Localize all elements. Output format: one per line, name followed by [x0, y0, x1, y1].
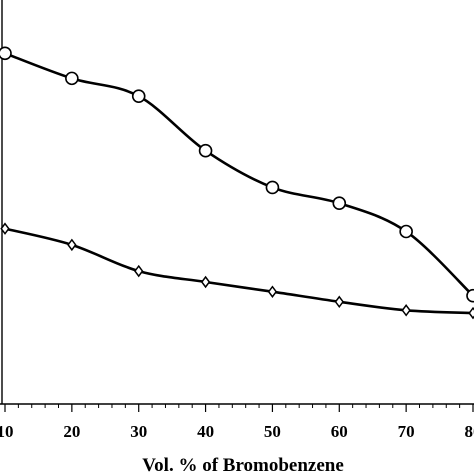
- series-2-line: [4, 227, 474, 315]
- x-tick-labels: 10 20 30 40 50 60 70 80: [0, 422, 474, 441]
- series-2-point: [200, 275, 211, 289]
- x-axis-title: Vol. % of Bromobenzene: [142, 455, 344, 474]
- series-2-point: [67, 238, 77, 252]
- series-2-point: [134, 264, 144, 278]
- series-1-point: [265, 180, 280, 195]
- series-2-point: [267, 285, 278, 298]
- series-1-point: [65, 71, 79, 86]
- series-1-line: [4, 52, 474, 297]
- series-2-point: [0, 222, 10, 235]
- series-2-point: [401, 304, 411, 317]
- x-tick-label: 30: [130, 422, 147, 441]
- x-tick-label: 10: [0, 422, 14, 441]
- x-tick-label: 60: [331, 422, 348, 441]
- series-1-point: [198, 143, 213, 158]
- series-1-point: [399, 224, 413, 239]
- x-tick-label: 20: [63, 422, 80, 441]
- x-tick-label: 50: [264, 422, 281, 441]
- x-tick-label: 40: [197, 422, 214, 441]
- series-1-point: [0, 46, 12, 61]
- chart-axes: [0, 0, 474, 412]
- series-1-point: [131, 89, 146, 103]
- series-2-point: [468, 306, 474, 320]
- series-layer: [0, 46, 474, 320]
- x-tick-label: 70: [398, 422, 415, 441]
- x-tick-label: 80: [465, 422, 474, 441]
- series-2-point: [334, 295, 344, 309]
- series-1-point: [332, 196, 347, 211]
- series-1-point: [466, 288, 474, 303]
